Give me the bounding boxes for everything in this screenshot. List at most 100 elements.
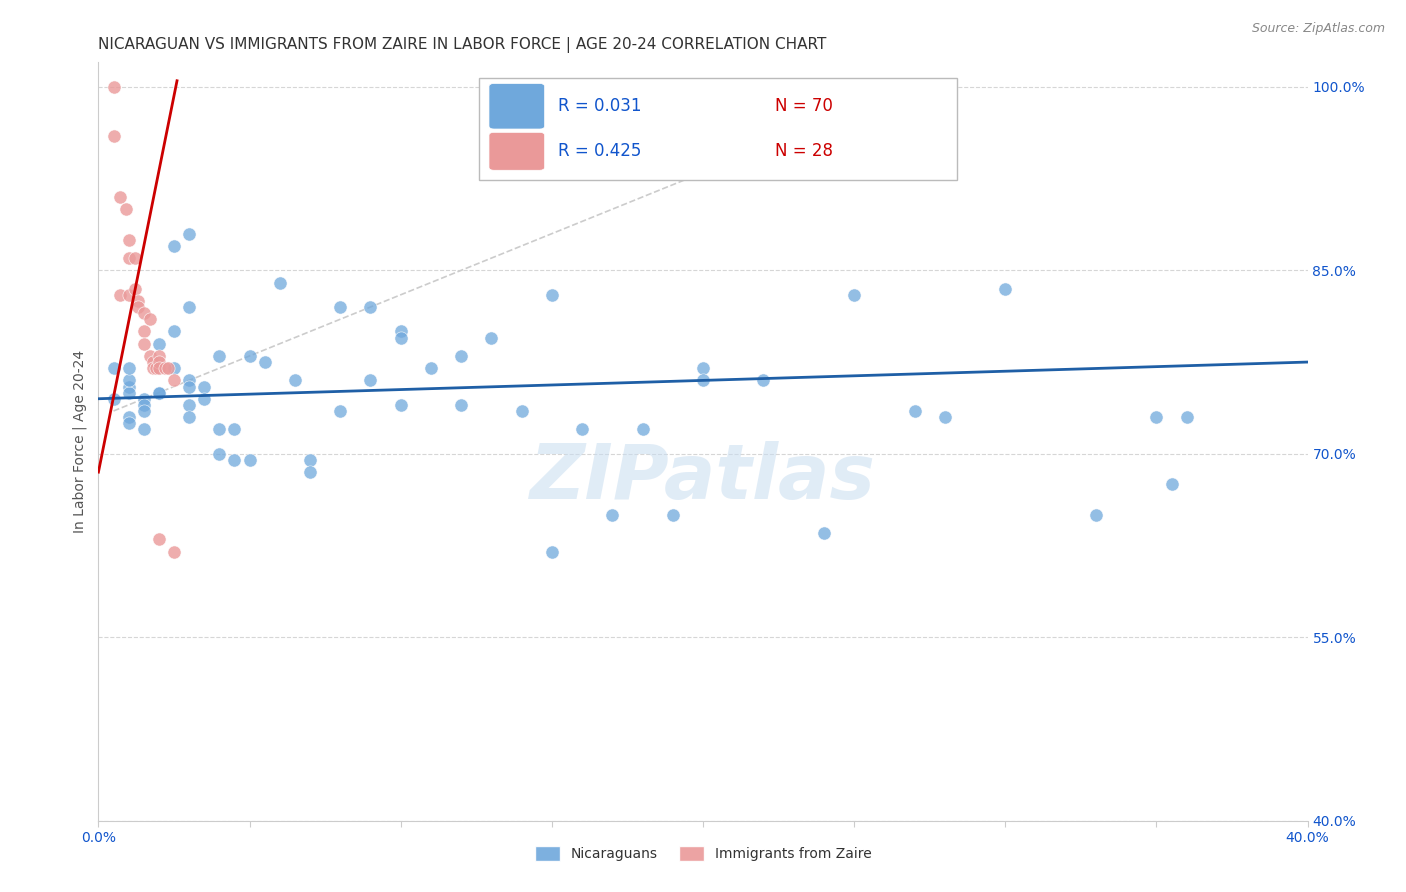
Point	[179, 410, 201, 425]
Point	[692, 373, 714, 387]
Point	[994, 282, 1017, 296]
Text: R = 0.031: R = 0.031	[558, 97, 641, 115]
Point	[132, 404, 155, 418]
Point	[118, 233, 141, 247]
Point	[118, 373, 141, 387]
Point	[661, 508, 683, 522]
FancyBboxPatch shape	[489, 84, 544, 129]
Point	[844, 287, 866, 301]
Point	[299, 465, 322, 479]
Point	[118, 385, 141, 400]
Point	[132, 422, 155, 436]
FancyBboxPatch shape	[489, 132, 544, 170]
Point	[904, 404, 927, 418]
Point	[148, 336, 170, 351]
Point	[124, 251, 146, 265]
FancyBboxPatch shape	[479, 78, 957, 180]
Point	[139, 312, 162, 326]
Point	[208, 447, 231, 461]
Point	[108, 190, 131, 204]
Point	[163, 361, 186, 376]
Point	[148, 361, 170, 376]
Point	[329, 300, 352, 314]
Point	[224, 422, 246, 436]
Point	[284, 373, 307, 387]
Point	[540, 544, 562, 558]
Point	[389, 330, 412, 344]
Point	[132, 325, 155, 339]
Point	[1160, 477, 1182, 491]
Point	[148, 533, 170, 547]
Point	[329, 404, 352, 418]
Point	[540, 287, 562, 301]
Text: Source: ZipAtlas.com: Source: ZipAtlas.com	[1251, 22, 1385, 36]
Point	[103, 392, 125, 406]
Point	[934, 410, 956, 425]
Point	[163, 239, 186, 253]
Point	[450, 349, 472, 363]
Point	[148, 385, 170, 400]
Point	[179, 227, 201, 241]
Point	[299, 453, 322, 467]
Point	[145, 361, 167, 376]
Point	[179, 398, 201, 412]
Point	[752, 373, 775, 387]
Point	[124, 282, 146, 296]
Point	[127, 300, 149, 314]
Point	[163, 373, 186, 387]
Point	[148, 355, 170, 369]
Point	[813, 526, 835, 541]
Point	[142, 361, 165, 376]
Point	[193, 392, 215, 406]
Point	[571, 422, 593, 436]
Point	[1085, 508, 1108, 522]
Text: R = 0.425: R = 0.425	[558, 143, 641, 161]
Point	[510, 404, 533, 418]
Point	[193, 379, 215, 393]
Point	[179, 379, 201, 393]
Point	[118, 251, 141, 265]
Point	[239, 453, 262, 467]
Point	[103, 79, 125, 94]
Point	[103, 128, 125, 143]
Point	[208, 422, 231, 436]
Point	[602, 508, 624, 522]
Point	[142, 355, 165, 369]
Point	[360, 373, 382, 387]
Point	[269, 276, 291, 290]
Point	[224, 453, 246, 467]
Point	[132, 336, 155, 351]
Point	[153, 361, 176, 376]
Y-axis label: In Labor Force | Age 20-24: In Labor Force | Age 20-24	[73, 350, 87, 533]
Text: N = 28: N = 28	[776, 143, 834, 161]
Point	[108, 287, 131, 301]
Point	[163, 544, 186, 558]
Point	[118, 361, 141, 376]
Point	[156, 361, 179, 376]
Point	[1144, 410, 1167, 425]
Point	[132, 398, 155, 412]
Point	[132, 306, 155, 320]
Point	[420, 361, 443, 376]
Point	[127, 293, 149, 308]
Point	[179, 300, 201, 314]
Legend: Nicaraguans, Immigrants from Zaire: Nicaraguans, Immigrants from Zaire	[529, 841, 877, 867]
Point	[163, 325, 186, 339]
Point	[118, 379, 141, 393]
Point	[148, 349, 170, 363]
Point	[253, 355, 276, 369]
Text: N = 70: N = 70	[776, 97, 834, 115]
Point	[179, 373, 201, 387]
Point	[481, 330, 503, 344]
Point	[389, 398, 412, 412]
Point	[1175, 410, 1198, 425]
Point	[360, 300, 382, 314]
Point	[118, 287, 141, 301]
Point	[118, 416, 141, 430]
Point	[450, 398, 472, 412]
Point	[631, 422, 654, 436]
Point	[132, 392, 155, 406]
Point	[389, 325, 412, 339]
Point	[692, 361, 714, 376]
Point	[208, 349, 231, 363]
